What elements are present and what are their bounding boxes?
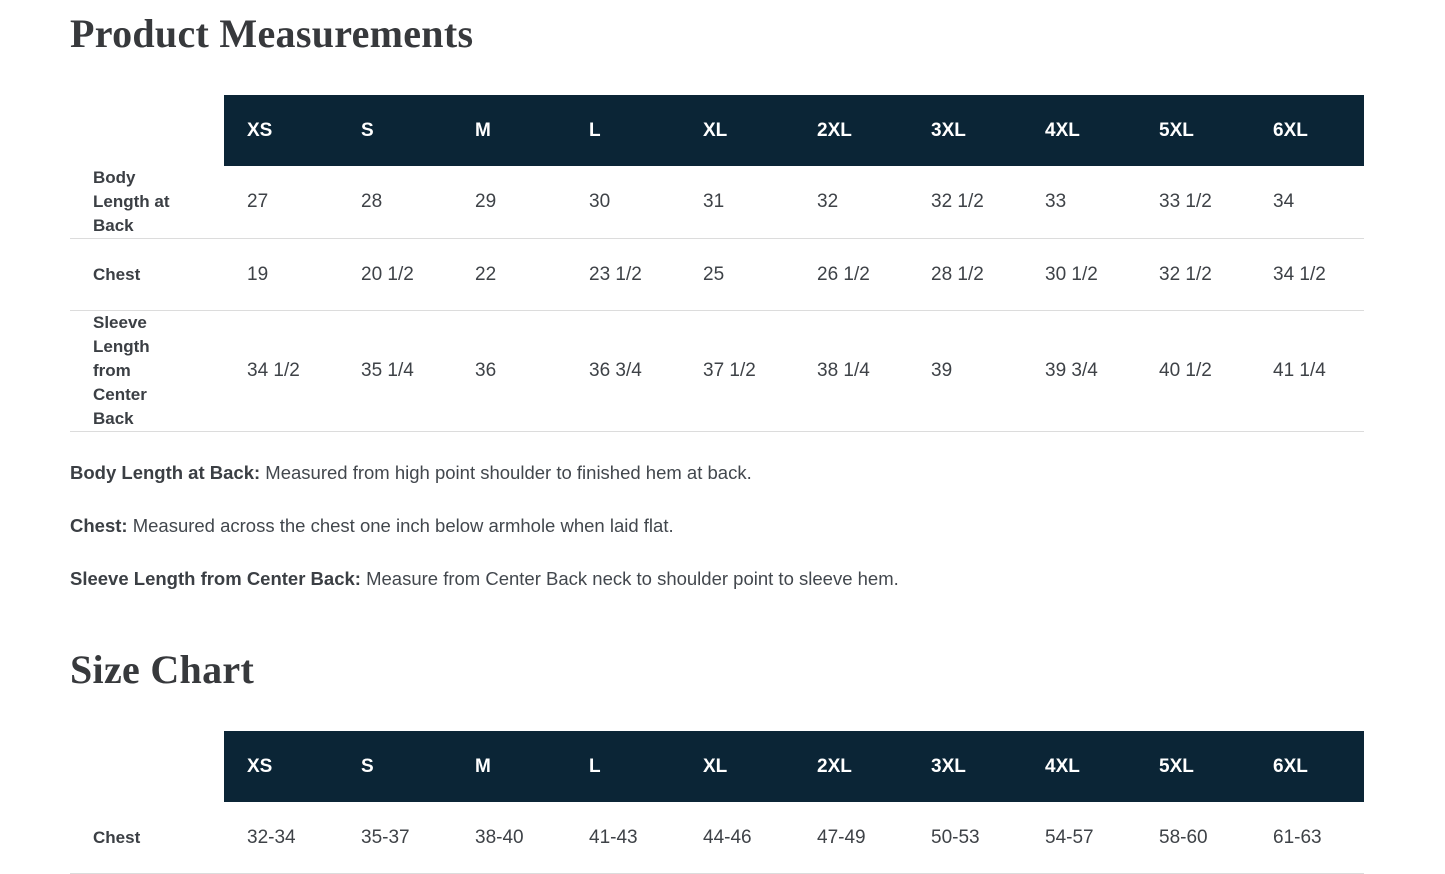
size-column-header-2xl: 2XL [794,731,908,802]
size-column-header-2xl: 2XL [794,95,908,166]
note-text: Measure from Center Back neck to shoulde… [360,568,899,589]
size-range-value: 47-49 [817,826,866,848]
size-column-header-l: L [566,731,680,802]
size-chart-table: XS S M L XL 2XL 3XL 4XL 5XL 6XL Chest 32… [70,731,1364,874]
size-range-value: 50-53 [931,826,980,848]
size-column-header-5xl: 5XL [1136,731,1250,802]
size-column-header-m: M [452,95,566,166]
size-column-header-6xl: 6XL [1250,95,1364,166]
size-range-value: 44-46 [703,826,752,848]
table-row-chest-range: Chest 32-34 35-37 38-40 41-43 44-46 47-4… [70,802,1364,874]
measurement-value: 39 [931,360,953,381]
measurements-header-row: XS S M L XL 2XL 3XL 4XL 5XL 6XL [70,95,1364,166]
measurement-value: 23 1/2 [589,263,642,285]
measurement-value: 30 [589,191,611,212]
note-term: Body Length at Back: [70,462,261,483]
row-label-chest: Chest [93,264,141,284]
size-range-value: 61-63 [1273,826,1322,848]
measurement-value: 34 1/2 [1273,263,1326,285]
size-column-header-xl: XL [680,731,794,802]
size-column-header-6xl: 6XL [1250,731,1364,802]
product-measurements-title: Product Measurements [70,11,474,56]
size-column-header-3xl: 3XL [908,95,1022,166]
size-column-header-4xl: 4XL [1022,95,1136,166]
measurement-value: 22 [475,263,497,285]
size-column-header-3xl: 3XL [908,731,1022,802]
measurement-value: 33 1/2 [1159,191,1212,212]
size-column-header-xs: XS [224,731,338,802]
row-label-body-length: Body Length at Back [93,168,170,235]
measurement-value: 28 1/2 [931,263,984,285]
measurement-value: 29 [475,191,497,212]
measurement-value: 25 [703,263,725,285]
note-chest: Chest: Measured across the chest one inc… [70,512,1445,539]
size-chart-header-row: XS S M L XL 2XL 3XL 4XL 5XL 6XL [70,731,1364,802]
size-column-header-l: L [566,95,680,166]
measurement-value: 19 [247,263,269,285]
measurement-value: 30 1/2 [1045,263,1098,285]
size-range-value: 32-34 [247,826,296,848]
measurement-value: 40 1/2 [1159,360,1212,381]
measurement-value: 39 3/4 [1045,360,1098,381]
table-row-chest: Chest 19 20 1/2 22 23 1/2 25 26 1/2 28 1… [70,239,1364,311]
measurement-value: 32 [817,191,839,212]
measurement-value: 20 1/2 [361,263,414,285]
note-term: Sleeve Length from Center Back: [70,568,361,589]
row-label-sleeve-length: Sleeve Length from Center Back [93,313,150,428]
measurement-value: 36 [475,360,497,381]
note-sleeve-length: Sleeve Length from Center Back: Measure … [70,565,1445,592]
measurement-value: 38 1/4 [817,360,870,381]
measurement-value: 37 1/2 [703,360,756,381]
header-corner-spacer [70,731,224,802]
measurement-value: 36 3/4 [589,360,642,381]
size-column-header-s: S [338,95,452,166]
measurement-value: 33 [1045,191,1067,212]
size-column-header-s: S [338,731,452,802]
measurement-value: 34 [1273,191,1295,212]
header-corner-spacer [70,95,224,166]
measurement-value: 35 1/4 [361,360,414,381]
measurement-value: 26 1/2 [817,263,870,285]
measurement-value: 28 [361,191,383,212]
note-text: Measured from high point shoulder to fin… [260,462,752,483]
note-text: Measured across the chest one inch below… [127,515,674,536]
size-column-header-m: M [452,731,566,802]
size-column-header-xl: XL [680,95,794,166]
measurement-value: 31 [703,191,725,212]
product-measurements-table: XS S M L XL 2XL 3XL 4XL 5XL 6XL Body Len… [70,95,1364,432]
table-row-sleeve-length: Sleeve Length from Center Back 34 1/2 35… [70,311,1364,432]
measurement-value: 41 1/4 [1273,360,1326,381]
measurement-value: 34 1/2 [247,360,300,381]
size-range-value: 35-37 [361,826,410,848]
size-range-value: 58-60 [1159,826,1208,848]
size-range-value: 54-57 [1045,826,1094,848]
size-chart-title: Size Chart [70,647,255,692]
size-column-header-4xl: 4XL [1022,731,1136,802]
measurement-value: 32 1/2 [1159,263,1212,285]
measurement-value: 27 [247,191,269,212]
size-column-header-xs: XS [224,95,338,166]
size-range-value: 38-40 [475,826,524,848]
row-label-chest: Chest [93,827,141,847]
note-body-length: Body Length at Back: Measured from high … [70,459,1445,486]
note-term: Chest: [70,515,128,536]
measurement-value: 32 1/2 [931,191,984,212]
table-row-body-length: Body Length at Back 27 28 29 30 31 32 32… [70,166,1364,239]
measurement-notes: Body Length at Back: Measured from high … [70,459,1445,592]
size-range-value: 41-43 [589,826,638,848]
size-column-header-5xl: 5XL [1136,95,1250,166]
